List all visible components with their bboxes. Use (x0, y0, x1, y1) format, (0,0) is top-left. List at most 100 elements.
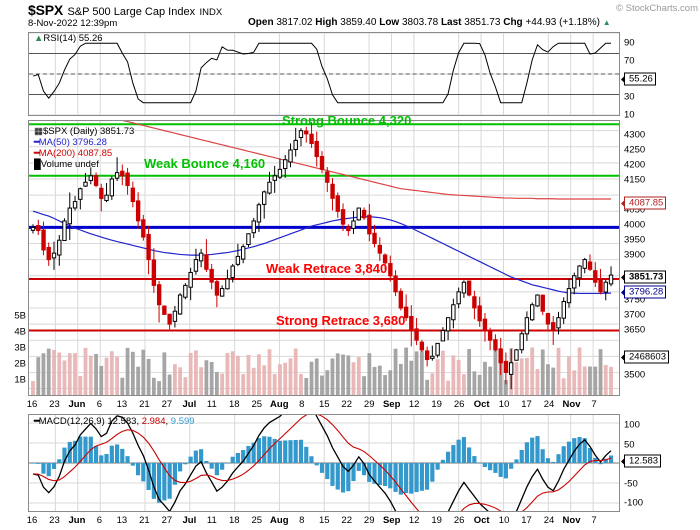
x-axis-label: 12 (408, 399, 420, 410)
candlestick-icon: ▦ (34, 126, 43, 137)
x-axis-label: 25 (251, 399, 263, 410)
open-value: 3817.02 (276, 17, 313, 28)
x-axis-label: 16 (26, 515, 38, 526)
x-axis-label: Aug (270, 399, 289, 410)
x-axis-label: Nov (562, 515, 581, 526)
rsi-tick-70: 70 (624, 55, 635, 67)
symbol-ticker: $SPX (28, 2, 63, 18)
x-axis-label: 13 (116, 515, 128, 526)
price-tick-3900: 3900 (624, 249, 646, 261)
ma50-line-swatch-icon: ━ (34, 137, 40, 148)
rsi-panel (28, 32, 620, 116)
annotation-weak-bounce: Weak Bounce 4,160 (144, 156, 266, 171)
annotation-strong-retrace: Strong Retrace 3,680 (276, 313, 406, 328)
chg-up-arrow-icon: ▲ (602, 18, 611, 27)
x-axis-label: 10 (498, 515, 510, 526)
x-axis-label: 7 (591, 399, 597, 410)
ma200-line-swatch-icon: ━ (34, 148, 40, 159)
low-value: 3803.78 (402, 17, 439, 28)
x-axis-label: 26 (453, 399, 465, 410)
volume-tick-3b: 3B (14, 342, 26, 354)
volume-tick-2b: 2B (14, 358, 26, 370)
x-axis-label: Jul (182, 399, 197, 410)
x-axis-label: 6 (96, 399, 103, 410)
rsi-tick-90: 90 (624, 37, 635, 49)
x-axis-label: 21 (139, 399, 150, 410)
x-axis-label: 15 (318, 399, 330, 410)
rsi-legend: ▲RSI(14) 55.26 (34, 33, 103, 44)
x-axis-label: 18 (229, 515, 240, 526)
x-axis-label: 19 (431, 515, 442, 526)
x-axis-label: 8 (299, 399, 305, 410)
chart-datetime: 8-Nov-2022 12:39pm (28, 18, 118, 29)
price-tick-4050: 4050 (624, 204, 646, 216)
last-price-flag: 3851.73 (620, 270, 667, 284)
macd-tick-50: 50 (624, 439, 635, 451)
x-axis-label: 11 (206, 399, 217, 410)
x-axis-label: 13 (116, 399, 128, 410)
macd-hist-value: 9.599 (170, 416, 195, 427)
volume-tick-5b: 5B (14, 310, 26, 322)
price-tick-3500: 3500 (624, 369, 646, 381)
x-axis-label: Aug (270, 515, 289, 526)
rsi-tick-30: 30 (624, 91, 635, 103)
price-tick-3700: 3700 (624, 309, 646, 321)
macd-line-swatch-icon: ━ (34, 416, 40, 427)
price-tick-3750: 3750 (624, 294, 646, 306)
x-axis-label: 17 (521, 399, 532, 410)
volume-value-flag: 2468603 (621, 350, 669, 364)
macd-panel (28, 414, 620, 512)
x-axis-label: 25 (251, 515, 263, 526)
stockcharts-watermark: © StockCharts.com (616, 3, 698, 14)
x-axis-label: Sep (382, 399, 401, 410)
x-axis-lower: 16 23 Jun 6 13 21 27 Jul 11 18 25 Aug 8 15 22 29 Sep 12 19… (26, 515, 620, 527)
annotation-weak-retrace: Weak Retrace 3,840 (266, 261, 388, 276)
quote-bar: Open 3817.02 High 3859.40 Low 3803.78 La… (248, 17, 611, 28)
macd-signal-value: 2.984 (141, 416, 166, 427)
volume-bars-icon: █ (34, 159, 41, 170)
ma200-price-flag: 4087.85 (620, 196, 667, 210)
volume-y-axis: 5B 4B 3B 2B 1B (0, 120, 26, 396)
volume-tick-1b: 1B (14, 374, 26, 386)
chg-label: Chg (503, 17, 523, 28)
x-axis-label: Oct (473, 399, 490, 410)
rsi-legend-text: RSI(14) 55.26 (43, 33, 103, 44)
symbol-exchange: INDX (199, 7, 223, 18)
macd-tick-100: 100 (624, 419, 640, 431)
x-axis-label: 21 (139, 515, 150, 526)
x-axis-label: 6 (96, 515, 103, 526)
rsi-tick-10: 10 (624, 109, 635, 121)
x-axis-label: 27 (161, 399, 173, 410)
x-axis-label: 8 (299, 515, 305, 526)
x-axis-label: 24 (543, 399, 555, 410)
rsi-y-axis: 90 70 30 10 (624, 32, 700, 121)
x-axis-label: 29 (363, 399, 375, 410)
rsi-indicator-icon: ▲ (34, 33, 44, 44)
x-axis-label: 19 (431, 399, 442, 410)
x-axis-label: 24 (543, 515, 555, 526)
x-axis-label: 29 (363, 515, 375, 526)
last-label: Last (440, 17, 462, 28)
price-tick-4200: 4200 (624, 159, 646, 171)
volume-tick-4b: 4B (14, 326, 26, 338)
x-axis-label: 16 (26, 399, 38, 410)
price-tick-4250: 4250 (624, 144, 646, 156)
macd-value: 12.583 (107, 416, 137, 427)
x-axis-label: Sep (382, 515, 401, 526)
chg-value: +44.93 (+1.18%) (525, 17, 600, 28)
price-tick-4300: 4300 (624, 129, 646, 141)
price-tick-4150: 4150 (624, 174, 646, 186)
x-axis-label: 12 (408, 515, 420, 526)
x-axis-label: 22 (341, 515, 353, 526)
rsi-value-flag: 55.26 (621, 72, 656, 86)
macd-y-axis: 100 50 -50 -100 (624, 414, 700, 512)
price-tick-4000: 4000 (624, 219, 646, 231)
x-axis-label: 23 (49, 515, 60, 526)
open-label: Open (248, 17, 274, 28)
x-axis-label: 11 (206, 515, 217, 526)
x-axis-label: Oct (473, 515, 490, 526)
price-tick-3950: 3950 (624, 234, 646, 246)
macd-legend-text: MACD(12,26,9) (38, 416, 105, 427)
volume-legend-text: Volume undef (40, 159, 99, 170)
